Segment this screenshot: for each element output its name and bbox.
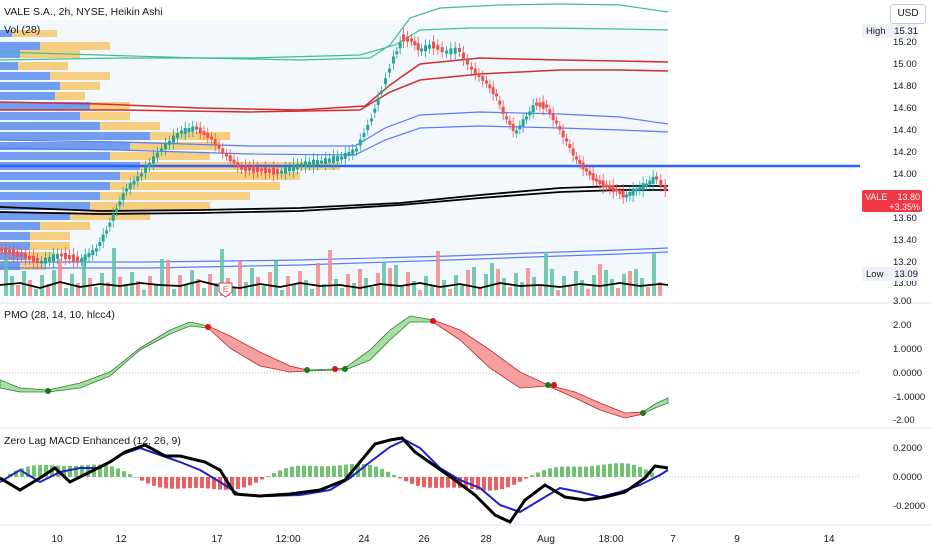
price-tick-label: 14.40 [893, 125, 917, 136]
earnings-marker-label: E [223, 285, 228, 294]
pmo-plot [0, 315, 669, 419]
candlesticks[interactable] [0, 28, 667, 270]
price-tick-label: 13.40 [893, 235, 917, 246]
earnings-marker[interactable]: E [218, 282, 233, 298]
macd-axis[interactable]: 0.2000 0.0000 -0.2000 [893, 443, 925, 512]
time-tick-label: 10 [51, 534, 63, 545]
pmo-tick-label: 0.0000 [893, 368, 922, 379]
low-label: Low [866, 269, 884, 280]
price-tick-label: 14.20 [893, 147, 917, 158]
time-tick-label: 9 [734, 534, 740, 545]
price-tick-label: 14.60 [893, 103, 917, 114]
macd-title[interactable]: Zero Lag MACD Enhanced (12, 26, 9) [4, 435, 181, 447]
price-tick-label: 13.60 [893, 213, 917, 224]
time-tick-label: Aug [537, 534, 555, 545]
macd-tick-label: 0.2000 [893, 443, 922, 454]
low-label-group: Low 13.09 [862, 267, 918, 281]
time-tick-label: 12 [115, 534, 127, 545]
pmo-tick-label: -2.00 [893, 415, 915, 426]
price-axis[interactable]: 15.20 15.00 14.80 14.60 14.40 14.20 14.00 13.80… [893, 37, 917, 307]
time-tick-label: 14 [823, 534, 835, 545]
time-tick-label: 7 [670, 534, 676, 545]
price-tick-label: 14.00 [893, 169, 917, 180]
volume-ma-line [0, 280, 669, 289]
time-tick-label: 26 [418, 534, 430, 545]
change-percent: +3.35% [889, 202, 920, 212]
price-tick-label: 13.20 [893, 257, 917, 268]
ticker-symbol: VALE [865, 192, 887, 202]
time-tick-label: 18:00 [598, 534, 623, 545]
macd-tick-label: 0.0000 [893, 472, 922, 483]
ticker-price-tag: VALE 13.80 +3.35% [862, 190, 922, 212]
price-tick-label: 15.00 [893, 59, 917, 70]
time-axis[interactable]: 10 12 17 12:00 24 26 28 Aug 18:00 7 9 14 [51, 534, 835, 545]
macd-histogram [8, 463, 660, 491]
high-label-group: High 15.31 [862, 24, 918, 38]
high-label: High [866, 26, 886, 37]
pmo-tick-label: 2.00 [893, 320, 912, 331]
macd-tick-label: -0.2000 [893, 501, 925, 512]
low-value: 13.09 [894, 269, 918, 280]
pmo-tick-label: 1.0000 [893, 344, 922, 355]
time-tick-label: 12:00 [275, 534, 300, 545]
last-price: 13.80 [897, 192, 920, 202]
high-value: 15.31 [894, 26, 918, 37]
price-tick-label: 14.80 [893, 81, 917, 92]
pmo-title[interactable]: PMO (28, 14, 10, hlcc4) [4, 309, 115, 321]
chart-title: VALE S.A., 2h, NYSE, Heikin Ashi [4, 6, 163, 18]
pmo-tick-label: -1.0000 [893, 392, 925, 403]
price-tick-label: 3.00 [893, 296, 912, 307]
price-tick-label: 15.20 [893, 37, 917, 48]
time-tick-label: 28 [480, 534, 492, 545]
time-tick-label: 17 [211, 534, 223, 545]
macd-lines [0, 436, 669, 524]
currency-button[interactable]: USD [890, 4, 926, 24]
volume-indicator-label[interactable]: Vol (28) [4, 24, 40, 36]
price-tick-label: 13.00 [893, 278, 917, 289]
pmo-axis[interactable]: 2.00 1.0000 0.0000 -1.0000 -2.00 [893, 320, 925, 426]
time-tick-label: 24 [358, 534, 370, 545]
